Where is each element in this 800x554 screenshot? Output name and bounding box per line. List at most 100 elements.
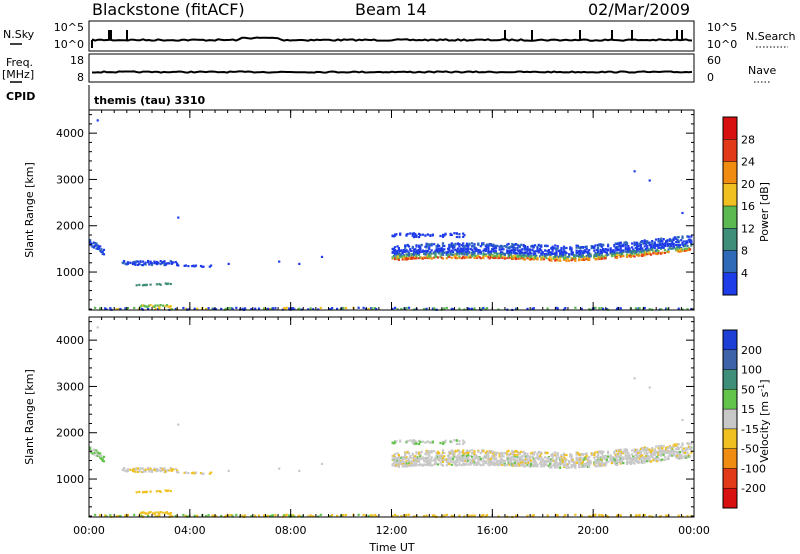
scatter-cell — [642, 461, 645, 464]
scatter-cell — [493, 250, 496, 253]
scatter-cell — [605, 308, 608, 311]
scatter-cell — [516, 456, 519, 459]
scatter-cell — [464, 244, 467, 247]
scatter-cell — [506, 456, 509, 459]
scatter-cell — [599, 457, 602, 460]
scatter-cell — [462, 250, 465, 253]
scatter-cell — [425, 256, 428, 259]
scatter-cell — [164, 469, 167, 472]
scatter-cell — [531, 249, 534, 252]
scatter-cell — [155, 467, 158, 471]
y-tick-label: 4000 — [56, 127, 84, 140]
scatter-cell — [177, 264, 180, 267]
scatter-cell — [394, 252, 397, 256]
scatter-cell — [649, 244, 653, 247]
scatter-cell — [501, 463, 504, 466]
scatter-cell — [405, 233, 408, 236]
scatter-cell — [438, 245, 441, 248]
scatter-cell — [614, 249, 617, 252]
scatter-cell — [257, 307, 261, 310]
scatter-cell — [672, 237, 675, 240]
scatter-cell — [268, 308, 271, 311]
scatter-cell — [620, 244, 624, 247]
scatter-cell — [579, 256, 582, 259]
nave-label: Nave — [748, 64, 776, 77]
scatter-cell — [619, 514, 622, 517]
scatter-cell — [677, 452, 680, 456]
scatter-cell — [639, 458, 642, 461]
scatter-cell — [395, 464, 398, 467]
scatter-cell — [614, 246, 617, 250]
scatter-cell — [159, 470, 162, 473]
scatter-cell — [396, 457, 399, 460]
scatter-cell — [639, 244, 642, 247]
scatter-cell — [641, 454, 644, 457]
scatter-cell — [643, 449, 646, 452]
scatter-cell — [453, 460, 456, 463]
scatter-cell — [580, 514, 583, 517]
scatter-cell — [578, 460, 581, 463]
scatter-cell — [434, 249, 437, 252]
scatter-cell — [176, 470, 179, 474]
scatter-cell — [482, 461, 485, 464]
scatter-cell — [487, 463, 490, 466]
scatter-cell — [433, 256, 436, 259]
scatter-cell — [511, 463, 514, 466]
scatter-cell — [473, 458, 476, 461]
scatter-cell — [599, 450, 602, 453]
scatter-cell — [397, 248, 400, 251]
scatter-cell — [615, 514, 619, 517]
scatter-cell — [172, 261, 175, 264]
scatter-cell — [510, 452, 513, 455]
scatter-cell — [528, 455, 532, 458]
scatter-cell — [457, 449, 460, 452]
scatter-cell — [470, 514, 474, 517]
scatter-cell — [499, 458, 503, 461]
scatter-cell — [560, 246, 563, 250]
scatter-cell — [414, 257, 417, 260]
scatter-cell — [631, 458, 634, 461]
scatter-cell — [412, 251, 416, 254]
scatter-cell — [622, 450, 625, 453]
scatter-cell — [516, 243, 519, 246]
scatter-cell — [644, 450, 647, 453]
scatter-cell — [619, 241, 622, 244]
scatter-cell — [508, 461, 511, 464]
scatter-cell — [598, 257, 601, 261]
scatter-cell — [441, 455, 445, 458]
scatter-cell — [131, 468, 135, 471]
scatter-cell — [642, 448, 645, 451]
scatter-cell — [487, 451, 490, 454]
scatter-cell — [581, 246, 584, 249]
scatter-cell — [511, 243, 514, 246]
scatter-cell — [425, 514, 428, 517]
scatter-cell — [443, 441, 446, 444]
scatter-cell — [564, 256, 567, 259]
scatter-cell — [580, 462, 583, 465]
scatter-cell — [541, 458, 544, 461]
scatter-cell — [628, 456, 631, 459]
scatter-cell — [613, 450, 616, 454]
scatter-cell — [517, 464, 520, 467]
scatter-cell — [182, 306, 185, 310]
scatter-cell — [636, 455, 639, 458]
scatter-cell — [586, 463, 590, 466]
scatter-cell — [394, 464, 397, 467]
scatter-cell — [436, 248, 440, 251]
scatter-cell — [429, 462, 432, 465]
scatter-cell — [643, 245, 646, 248]
scatter-cell — [441, 451, 445, 454]
scatter-cell — [590, 245, 593, 248]
scatter-cell — [632, 457, 635, 460]
scatter-cell — [634, 448, 637, 451]
scatter-cell — [593, 461, 596, 464]
scatter-cell — [620, 254, 624, 258]
scatter-cell — [455, 463, 458, 467]
scatter-cell — [549, 251, 552, 254]
scatter-cell — [518, 453, 521, 456]
scatter-cell — [430, 257, 433, 260]
scatter-cell — [652, 244, 655, 247]
scatter-cell — [612, 457, 615, 460]
scatter-cell — [404, 454, 407, 457]
scatter-cell — [312, 308, 315, 311]
